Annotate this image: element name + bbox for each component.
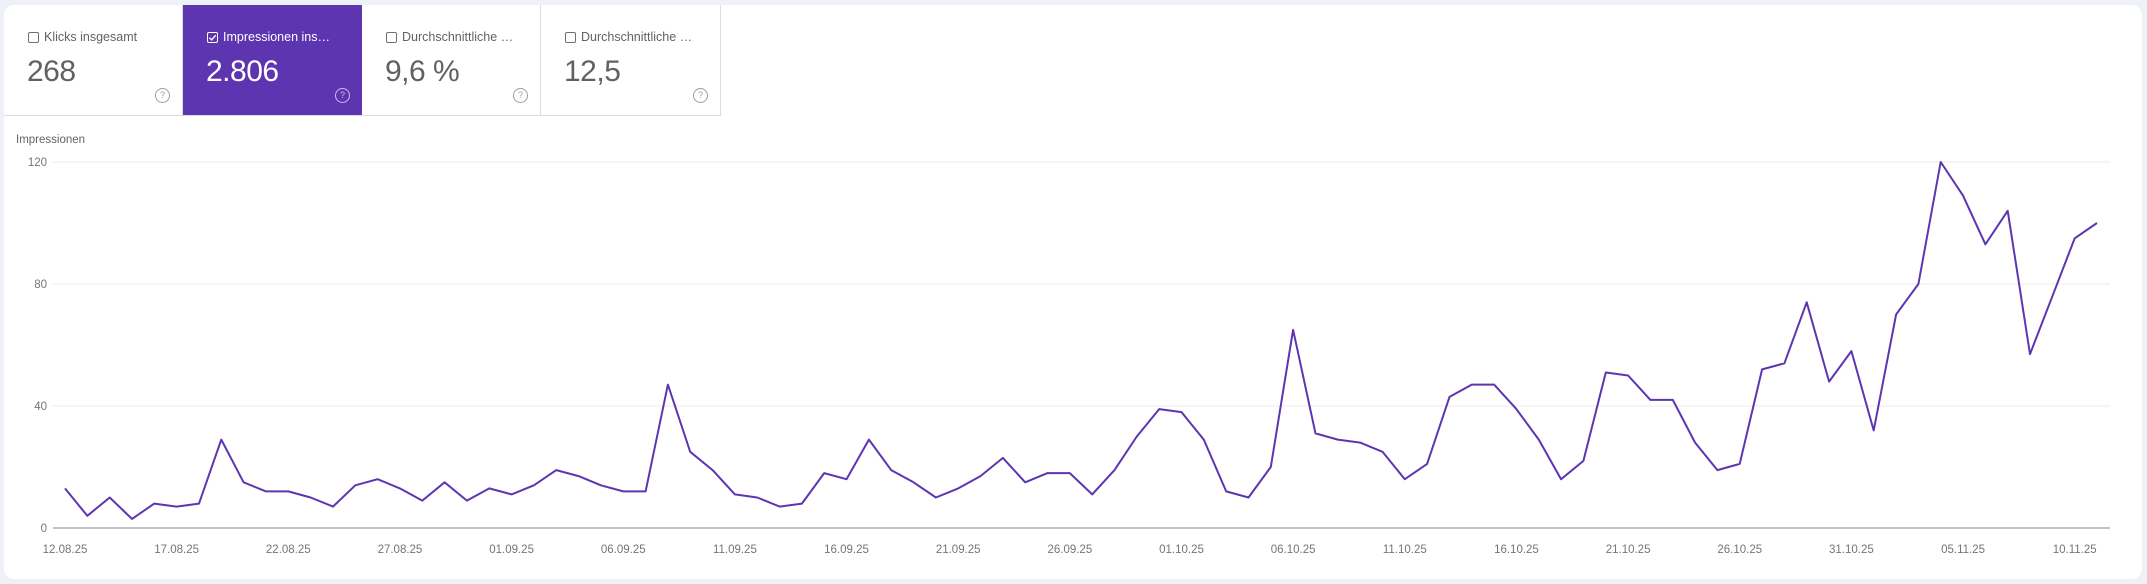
x-tick-label: 27.08.25 [378,544,423,556]
x-axis-ticks: 12.08.25 17.08.25 22.08.25 27.08.25 01.09.25… [43,544,2097,556]
checkbox-icon[interactable] [386,31,397,43]
metric-label: Impressionen ins… [223,30,330,44]
x-tick-label: 16.09.25 [824,544,869,556]
y-tick-label: 0 [41,523,47,535]
x-tick-label: 26.10.25 [1717,544,1762,556]
metric-label: Durchschnittliche … [581,30,693,44]
help-circle-icon[interactable]: ? [693,88,708,103]
x-tick-label: 06.09.25 [601,544,646,556]
x-tick-label: 17.08.25 [154,544,199,556]
checkbox-checked-icon[interactable] [207,31,218,43]
x-tick-label: 05.11.25 [1941,544,1985,556]
y-tick-label: 40 [34,401,47,413]
metric-card-avg-position[interactable]: Durchschnittliche … 12,5 ? [541,5,720,115]
metric-card-avg-ctr[interactable]: Durchschnittliche … 9,6 % ? [362,5,541,115]
metric-cards: Klicks insgesamt 268 ? Impressionen ins…… [4,5,721,116]
y-tick-label: 80 [34,279,47,291]
help-circle-icon[interactable]: ? [513,88,528,103]
x-tick-label: 11.10.25 [1383,544,1427,556]
checkbox-icon[interactable] [28,31,39,43]
gridlines [53,161,2110,529]
x-tick-label: 01.10.25 [1159,544,1204,556]
x-tick-label: 10.11.25 [2053,544,2097,556]
x-tick-label: 12.08.25 [43,544,88,556]
metric-value: 9,6 % [385,55,460,88]
metric-value: 2.806 [206,55,279,88]
y-tick-label: 120 [28,157,47,169]
x-tick-label: 21.09.25 [936,544,981,556]
metric-value: 12,5 [564,55,621,88]
y-axis-ticks: 0 40 80 120 [28,157,47,535]
metric-label: Klicks insgesamt [44,30,138,44]
help-circle-icon[interactable]: ? [335,88,350,103]
x-tick-label: 26.09.25 [1047,544,1092,556]
metric-label: Durchschnittliche … [402,30,514,44]
x-tick-label: 22.08.25 [266,544,311,556]
metric-card-clicks[interactable]: Klicks insgesamt 268 ? [4,5,183,115]
x-tick-label: 31.10.25 [1829,544,1874,556]
metric-value: 268 [27,55,76,88]
x-tick-label: 01.09.25 [489,544,534,556]
x-tick-label: 11.09.25 [713,544,757,556]
x-tick-label: 06.10.25 [1271,544,1316,556]
x-tick-label: 21.10.25 [1606,544,1651,556]
metric-card-impressions[interactable]: Impressionen ins… 2.806 ? [183,5,362,115]
x-tick-label: 16.10.25 [1494,544,1539,556]
help-circle-icon[interactable]: ? [155,88,170,103]
impressions-line [64,161,2098,520]
y-axis-title: Impressionen [16,134,86,146]
checkbox-icon[interactable] [565,31,576,43]
